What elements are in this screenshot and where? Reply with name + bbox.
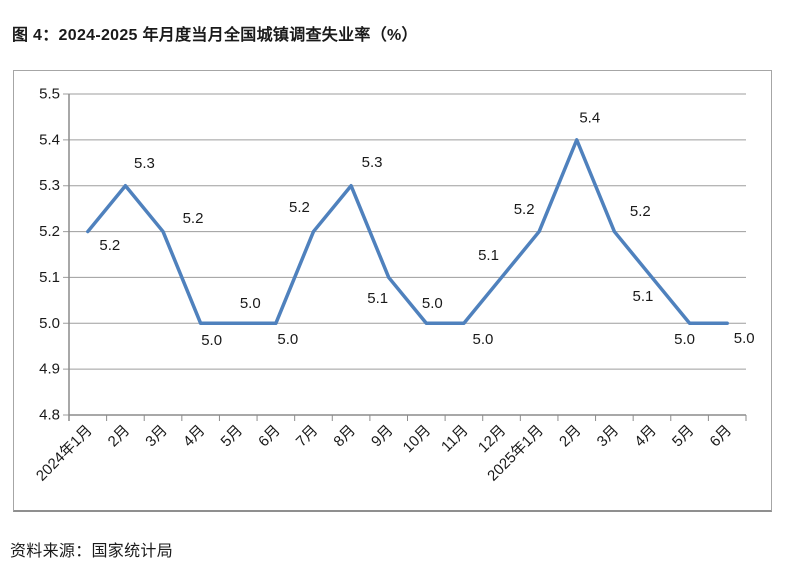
x-tick-label: 6月	[255, 422, 284, 451]
x-tick-label: 5月	[218, 422, 247, 451]
data-point-label: 5.1	[367, 290, 388, 307]
chart-frame: 5.5 5.4 5.3 5.2 5.1 5.0 4.9 4.8 2024年1月 2月 3月 4月 5月 6…	[13, 70, 772, 512]
x-tick-label: 10月	[400, 422, 434, 456]
data-point-label: 5.2	[630, 203, 651, 220]
data-point-label: 5.0	[240, 295, 261, 312]
x-tick-label: 4月	[631, 422, 660, 451]
y-tick-label: 5.1	[39, 269, 60, 286]
data-point-label: 5.3	[134, 155, 155, 172]
y-tick-label: 5.4	[39, 131, 60, 148]
x-tick-label: 12月	[475, 422, 509, 456]
data-point-label: 5.0	[674, 331, 695, 348]
y-tick-label: 4.8	[39, 407, 60, 424]
x-tick-label: 5月	[669, 422, 698, 451]
data-point-label: 5.0	[472, 331, 493, 348]
x-tick-label: 3月	[594, 422, 623, 451]
x-tick-label: 7月	[293, 422, 322, 451]
y-tick-label: 5.2	[39, 223, 60, 240]
source-note: 资料来源：国家统计局	[10, 543, 174, 560]
y-tick-label: 5.5	[39, 86, 60, 103]
x-tick-label: 4月	[180, 422, 209, 451]
data-point-label: 5.3	[362, 154, 383, 171]
data-point-label: 5.1	[633, 288, 654, 305]
figure-title: 图 4：2024-2025 年月度当月全国城镇调查失业率（%）	[12, 27, 418, 44]
data-point-label: 5.0	[422, 295, 443, 312]
data-point-label: 5.2	[514, 201, 535, 218]
data-point-label: 5.0	[734, 330, 755, 347]
x-tick-label: 2月	[556, 422, 585, 451]
x-tick-label: 2024年1月	[33, 422, 96, 485]
data-point-label: 5.2	[183, 210, 204, 227]
x-tick-label: 8月	[330, 422, 359, 451]
y-tick-label: 4.9	[39, 361, 60, 378]
y-tick-label: 5.0	[39, 315, 60, 332]
x-tick-label: 6月	[706, 422, 735, 451]
y-tick-label: 5.3	[39, 177, 60, 194]
data-point-label: 5.4	[579, 109, 600, 126]
data-point-label: 5.1	[478, 247, 499, 264]
x-tick-label: 2月	[105, 422, 134, 451]
data-point-label: 5.0	[201, 332, 222, 349]
series-line	[86, 138, 729, 326]
data-point-label: 5.2	[289, 199, 310, 216]
data-point-label: 5.2	[99, 237, 120, 254]
x-tick-label: 3月	[142, 422, 171, 451]
x-tick-label: 9月	[368, 422, 397, 451]
data-point-label: 5.0	[277, 331, 298, 348]
x-tick-label: 11月	[438, 422, 472, 456]
